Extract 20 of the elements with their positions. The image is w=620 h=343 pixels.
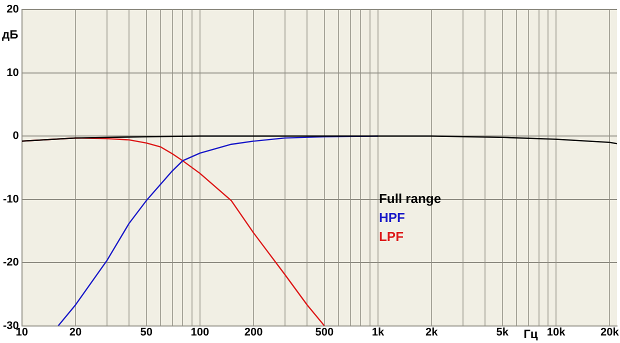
x-axis-title: Гц — [524, 327, 538, 342]
text: LPF — [378, 228, 404, 244]
x-tick-label: 500 — [315, 326, 334, 338]
y-axis-title: дБ — [2, 27, 19, 42]
x-tick-label: 200 — [244, 326, 263, 338]
y-tick-label: 20 — [6, 4, 19, 16]
x-tick-label: 10k — [546, 326, 566, 338]
x-tick-label: 5k — [496, 326, 510, 338]
x-tick-label: 1k — [372, 326, 385, 338]
x-tick-label: 100 — [190, 326, 210, 338]
x-tick-label: 20k — [600, 326, 620, 338]
text: HPF — [378, 210, 406, 225]
y-tick-label: -10 — [2, 193, 19, 206]
y-tick-label: -20 — [2, 256, 19, 269]
x-tick-label: 50 — [140, 326, 152, 338]
x-tick-label: 2k — [425, 326, 439, 338]
text: Full range — [378, 190, 442, 206]
x-tick-label: 20 — [69, 326, 82, 338]
y-tick-label: 10 — [6, 66, 19, 79]
y-tick-label: 0 — [12, 130, 19, 142]
